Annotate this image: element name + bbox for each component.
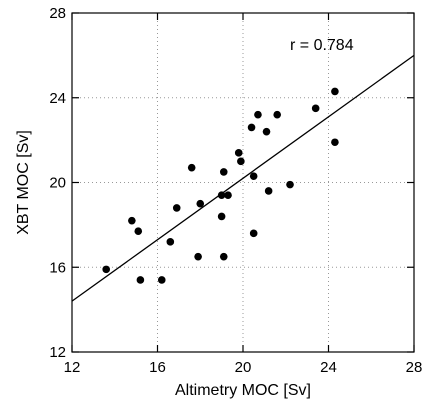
data-point bbox=[262, 127, 271, 136]
data-point bbox=[172, 204, 181, 212]
x-tick-label: 28 bbox=[406, 359, 423, 376]
data-point bbox=[157, 276, 166, 284]
data-point bbox=[249, 229, 258, 238]
x-tick-label: 16 bbox=[149, 359, 166, 376]
data-point bbox=[264, 187, 273, 195]
data-point bbox=[217, 191, 226, 200]
data-point bbox=[331, 138, 339, 147]
data-point bbox=[286, 180, 294, 189]
x-tick-label: 20 bbox=[235, 359, 252, 376]
data-point bbox=[102, 265, 110, 274]
data-point bbox=[237, 157, 245, 166]
y-axis-label: XBT MOC [Sv] bbox=[15, 130, 32, 235]
data-point bbox=[234, 149, 243, 157]
x-axis-label: Altimetry MOC [Sv] bbox=[175, 382, 311, 399]
data-point bbox=[134, 227, 143, 236]
x-tick-label: 12 bbox=[64, 359, 81, 376]
grid bbox=[72, 13, 414, 352]
data-point bbox=[219, 252, 228, 261]
y-tick-label: 28 bbox=[49, 5, 66, 22]
data-point bbox=[128, 216, 136, 225]
tick-labels: 12 16 20 24 28 12 16 20 24 28 bbox=[49, 5, 422, 376]
correlation-annotation: r = 0.784 bbox=[290, 37, 354, 54]
data-point bbox=[224, 191, 232, 200]
data-point bbox=[247, 123, 256, 132]
data-point bbox=[166, 238, 175, 246]
regression-line bbox=[71, 54, 415, 302]
fit-line-group bbox=[71, 54, 415, 302]
data-point bbox=[187, 163, 196, 172]
data-point bbox=[219, 168, 228, 176]
axis-ticks bbox=[71, 12, 415, 353]
data-point bbox=[136, 276, 145, 284]
data-point bbox=[217, 212, 226, 221]
x-tick-label: 24 bbox=[320, 359, 337, 376]
data-point bbox=[254, 110, 262, 119]
y-tick-label: 16 bbox=[49, 259, 66, 276]
y-tick-label: 24 bbox=[49, 90, 66, 107]
data-point bbox=[311, 104, 320, 113]
data-point bbox=[331, 87, 339, 96]
data-points bbox=[102, 87, 339, 284]
y-tick-label: 12 bbox=[49, 344, 66, 361]
data-point bbox=[196, 199, 205, 208]
data-point bbox=[194, 252, 202, 261]
data-point bbox=[249, 172, 258, 180]
y-tick-label: 20 bbox=[49, 175, 66, 192]
data-point bbox=[273, 110, 282, 119]
